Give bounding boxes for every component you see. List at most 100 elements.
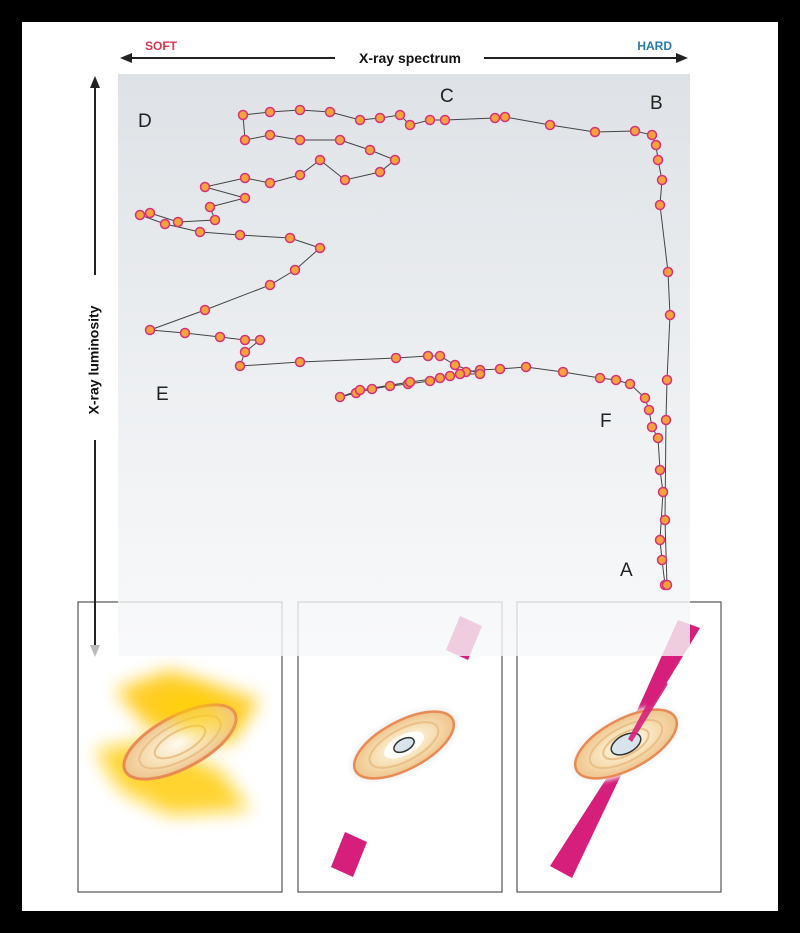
track-point [404,119,416,131]
track-point [199,181,211,193]
soft-state-illustration [95,670,260,815]
track-point [454,368,466,380]
track-point [254,334,266,346]
track-point [422,350,434,362]
track-point [652,154,664,166]
track-point [294,104,306,116]
axis-title: X-ray spectrum [359,50,461,66]
track-point [389,154,401,166]
hard-label: HARD [637,39,672,53]
track-point [144,207,156,219]
track-point [289,264,301,276]
track-point [654,199,666,211]
hard-state-illustration [550,620,700,878]
track-point [172,216,184,228]
track-point [646,129,658,141]
track-point [324,106,336,118]
track-point [374,112,386,124]
track-point [234,360,246,372]
track-point [650,139,662,151]
track-point [657,486,669,498]
track-point [239,334,251,346]
intermediate-state-illustration [331,616,482,877]
state-label: A [620,560,633,581]
track-point [424,375,436,387]
track-point [434,372,446,384]
track-point [354,114,366,126]
track-point [652,432,664,444]
track-point [390,352,402,364]
track-point [439,114,451,126]
track-point [520,361,532,373]
track-point [494,363,506,375]
track-point [179,327,191,339]
track-point [384,380,396,392]
track-point [639,392,651,404]
track-point [544,119,556,131]
track-point [294,356,306,368]
track-point [660,414,672,426]
track-point [449,359,461,371]
track-point [624,378,636,390]
track-point [444,370,456,382]
track-point [339,174,351,186]
track-point [264,106,276,118]
track-point [239,172,251,184]
track-point [656,174,668,186]
track-point [159,218,171,230]
track-point [264,129,276,141]
state-label: F [600,411,612,432]
track-point [404,376,416,388]
track-point [209,214,221,226]
track-point [610,374,622,386]
track-point [194,226,206,238]
track-point [354,384,366,396]
luminosity-axis: X-ray luminosity [86,76,102,657]
track-point [434,350,446,362]
track-point [264,177,276,189]
track-point [557,366,569,378]
track-point [424,114,436,126]
track-point [366,383,378,395]
soft-label: SOFT [145,39,178,53]
track-point [144,324,156,336]
state-label: B [650,93,663,114]
track-line [138,109,671,586]
track-point [334,134,346,146]
track-point [284,232,296,244]
track-point [661,579,673,591]
track-point [646,421,658,433]
axis-title: X-ray luminosity [86,305,102,414]
state-label: D [138,111,152,132]
track-point [199,304,211,316]
track-point [589,126,601,138]
track-point [294,134,306,146]
track-point [629,125,641,137]
track-point [134,209,146,221]
track-point [204,201,216,213]
track-point [239,192,251,204]
track-point [234,229,246,241]
state-labels: A B C D E F [138,86,663,581]
track-point [474,368,486,380]
track-point [656,554,668,566]
track-point [664,309,676,321]
spectrum-axis: X-ray spectrum SOFT HARD [120,39,688,66]
track-points [134,104,676,591]
track-point [489,112,501,124]
state-label: E [156,384,169,405]
state-label: C [440,86,454,107]
track-point [264,279,276,291]
track-point [654,534,666,546]
track-point [374,166,386,178]
track-point [662,266,674,278]
track-point [314,154,326,166]
track-point [237,109,249,121]
track-point [594,372,606,384]
track-point [643,404,655,416]
track-point [364,144,376,156]
track-point [661,374,673,386]
track-point [394,109,406,121]
track-point [659,514,671,526]
